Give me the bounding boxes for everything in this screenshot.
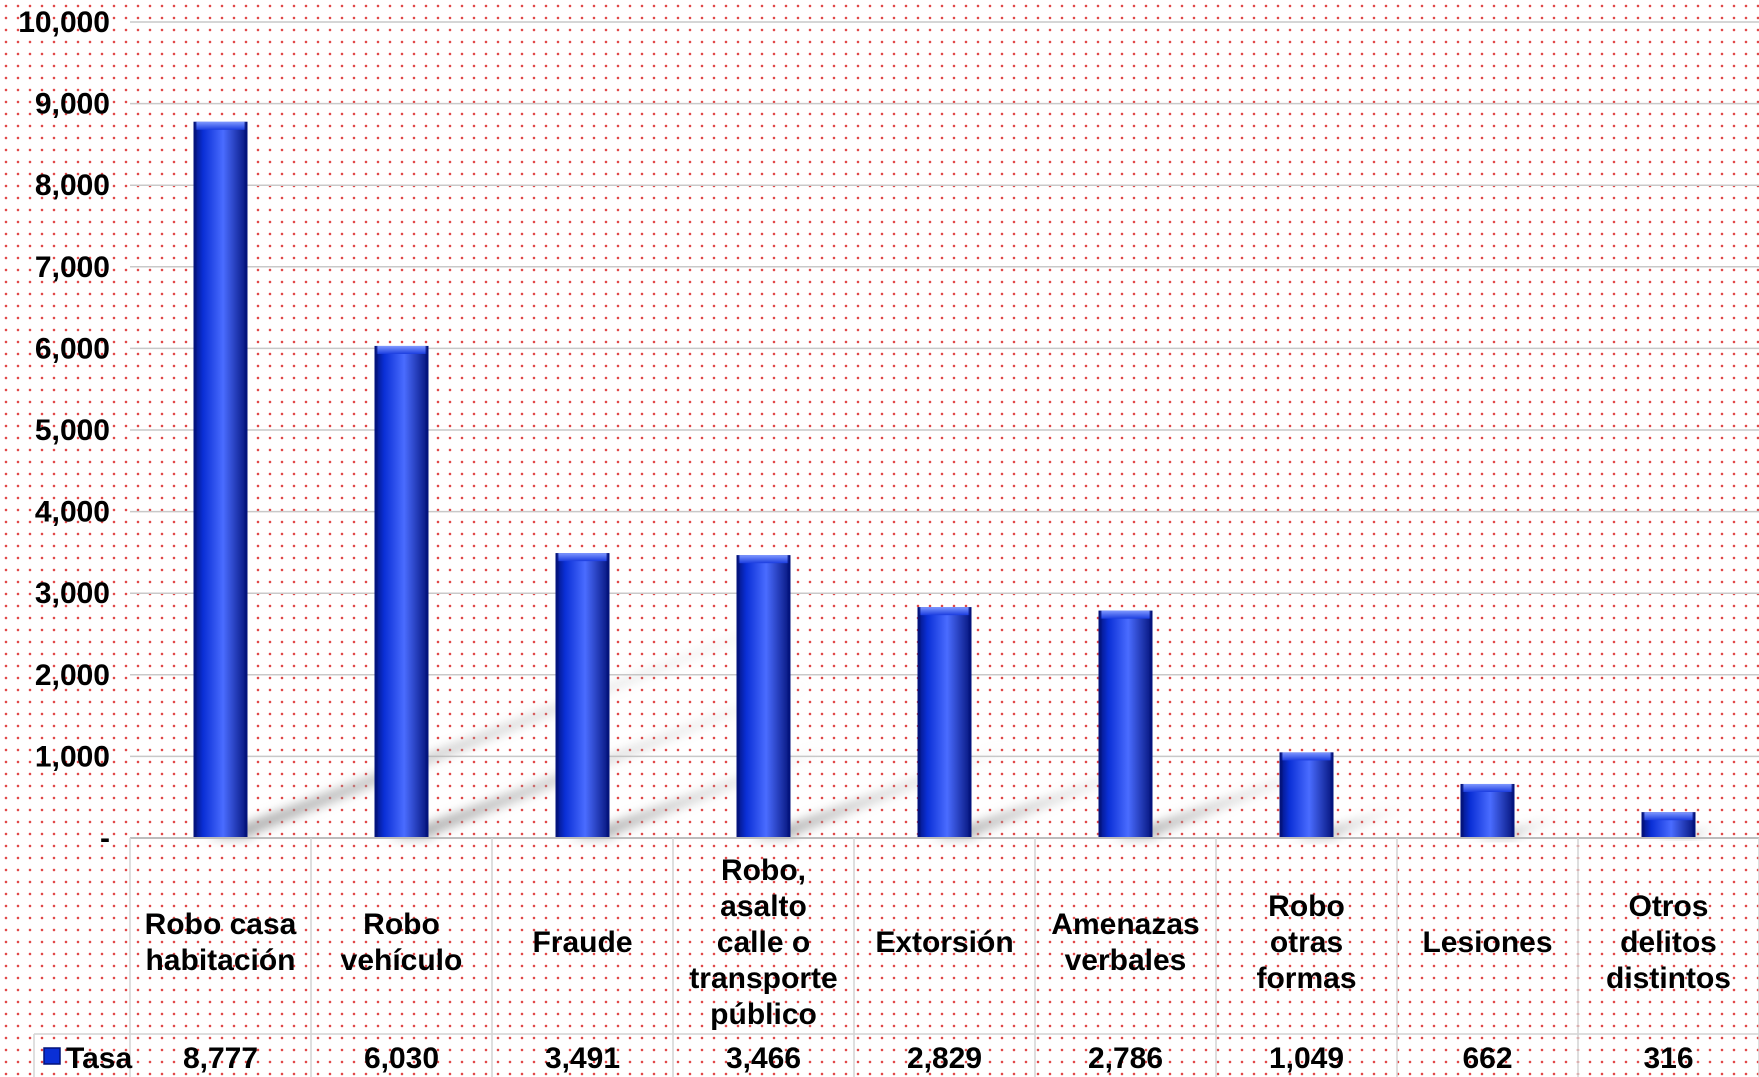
bar xyxy=(1098,610,1153,838)
bar-edge xyxy=(1692,812,1696,838)
y-tick-label: 1,000 xyxy=(35,740,110,773)
bar-cap xyxy=(919,607,970,616)
value-label: 3,491 xyxy=(545,1042,620,1075)
bar-edge xyxy=(1149,610,1153,838)
value-label: 1,049 xyxy=(1269,1042,1344,1075)
bar-cap xyxy=(557,553,608,562)
bar-shadow xyxy=(1474,815,1566,838)
category-label: Robo, asalto calle o transporte público xyxy=(689,854,837,1031)
bar-edge xyxy=(917,607,921,838)
bar-edge xyxy=(736,555,740,838)
bar-cap xyxy=(376,345,427,354)
y-tick-label: 6,000 xyxy=(35,332,110,365)
bar-cap xyxy=(1643,812,1694,821)
value-label: 2,829 xyxy=(907,1042,982,1075)
y-tick-label: 7,000 xyxy=(35,251,110,284)
bar-edge xyxy=(1330,752,1334,838)
category-label: Robo vehículo xyxy=(341,908,463,977)
bar xyxy=(193,121,248,838)
value-label: 316 xyxy=(1643,1042,1693,1075)
value-label: 2,786 xyxy=(1088,1042,1163,1075)
y-tick-label: - xyxy=(100,822,110,855)
bar xyxy=(736,555,791,838)
category-label: Otros delitos distintos xyxy=(1606,890,1731,995)
category-label: Lesiones xyxy=(1422,926,1552,959)
category-label: Robo otras formas xyxy=(1256,890,1356,995)
y-tick-label: 3,000 xyxy=(35,577,110,610)
bar-edge xyxy=(425,345,429,838)
value-label: 662 xyxy=(1462,1042,1512,1075)
category-label: Extorsión xyxy=(875,926,1013,959)
bar xyxy=(1460,783,1515,838)
category-label: Fraude xyxy=(532,926,632,959)
value-label: 3,466 xyxy=(726,1042,801,1075)
legend-label: Tasa xyxy=(66,1042,132,1075)
bar-cap xyxy=(1462,783,1513,792)
bar-shadow xyxy=(207,617,795,838)
bar xyxy=(555,553,610,838)
bar xyxy=(1279,752,1334,838)
bar xyxy=(374,345,429,838)
y-axis-ticks: - 1,000 2,000 3,000 4,000 5,000 6,000 7,000 8,00… xyxy=(18,6,110,855)
bar-cap xyxy=(1281,752,1332,761)
bar-edge xyxy=(1279,752,1283,838)
y-tick-label: 2,000 xyxy=(35,659,110,692)
value-label: 8,777 xyxy=(183,1042,258,1075)
bar-edge xyxy=(374,345,378,838)
bar-edge xyxy=(606,553,610,838)
value-label: 6,030 xyxy=(364,1042,439,1075)
bar-edge xyxy=(244,121,248,838)
category-label: Amenazas verbales xyxy=(1051,908,1199,977)
bar-edge xyxy=(1460,783,1464,838)
bar-shadow xyxy=(1112,763,1334,838)
bar-edge xyxy=(968,607,972,838)
bar-cap xyxy=(738,555,789,564)
bar-cap xyxy=(1100,610,1151,619)
y-tick-label: 9,000 xyxy=(35,88,110,121)
bar xyxy=(917,607,972,838)
y-tick-label: 4,000 xyxy=(35,496,110,529)
bar-edge xyxy=(555,553,559,838)
bar-edge xyxy=(1098,610,1102,838)
bars xyxy=(193,121,1696,838)
y-tick-label: 10,000 xyxy=(18,6,110,39)
bar-edge xyxy=(193,121,197,838)
bar-edge xyxy=(787,555,791,838)
bar-edge xyxy=(1511,783,1515,838)
category-label: Robo casa habitación xyxy=(145,908,297,977)
bar-edge xyxy=(1641,812,1645,838)
y-tick-label: 8,000 xyxy=(35,169,110,202)
bar-cap xyxy=(195,121,246,130)
data-table: Robo casa habitación Robo vehículo Fraude Rob… xyxy=(33,837,1759,1077)
legend-swatch xyxy=(43,1047,61,1065)
y-tick-label: 5,000 xyxy=(35,414,110,447)
